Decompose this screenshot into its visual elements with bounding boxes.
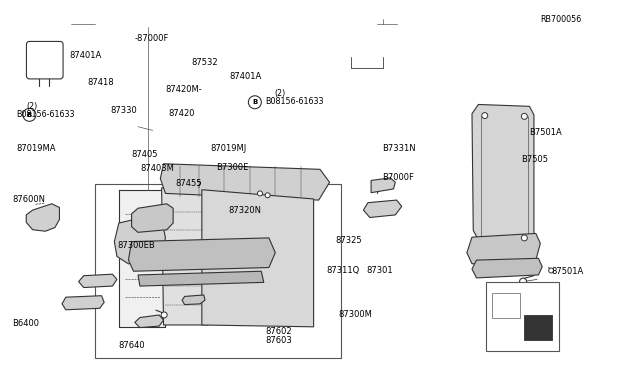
Text: 87405: 87405 (132, 150, 158, 159)
Polygon shape (62, 296, 104, 310)
Text: 87532: 87532 (191, 58, 218, 67)
Text: 87602: 87602 (266, 327, 292, 336)
Circle shape (520, 278, 527, 285)
Polygon shape (132, 204, 173, 232)
Text: 87501A: 87501A (551, 267, 584, 276)
Text: 87401A: 87401A (70, 51, 102, 60)
Polygon shape (467, 234, 540, 264)
Text: 87300EB: 87300EB (118, 241, 156, 250)
Bar (492, 294, 520, 318)
Text: 87506: 87506 (534, 319, 561, 328)
Text: 87019MA: 87019MA (17, 144, 56, 153)
Text: 87311Q: 87311Q (326, 266, 360, 275)
Text: 87401A: 87401A (229, 72, 262, 81)
Circle shape (248, 96, 261, 109)
Circle shape (522, 113, 527, 119)
Text: 87019MJ: 87019MJ (210, 144, 246, 153)
Text: 87325: 87325 (335, 236, 362, 246)
FancyBboxPatch shape (26, 41, 63, 79)
Text: 87640: 87640 (119, 341, 145, 350)
Text: B08156-61633: B08156-61633 (17, 110, 75, 119)
Circle shape (482, 113, 488, 119)
Text: B: B (252, 99, 257, 105)
Text: B6400: B6400 (12, 319, 39, 328)
Text: -87000F: -87000F (135, 34, 169, 43)
Text: B7000F: B7000F (383, 173, 415, 182)
Polygon shape (26, 204, 60, 231)
Text: B7505: B7505 (521, 155, 548, 164)
Circle shape (548, 268, 554, 273)
Text: 87330: 87330 (111, 106, 138, 115)
Circle shape (531, 320, 537, 326)
Text: 87603: 87603 (266, 336, 292, 346)
Polygon shape (138, 271, 264, 286)
Text: 87301: 87301 (366, 266, 392, 275)
Polygon shape (371, 178, 396, 193)
Polygon shape (364, 200, 402, 218)
Text: 87505+B: 87505+B (505, 282, 545, 291)
Circle shape (257, 191, 262, 196)
Text: 87455: 87455 (175, 179, 202, 188)
Circle shape (161, 312, 167, 318)
Text: B7501A: B7501A (529, 128, 562, 137)
Text: B: B (27, 112, 32, 118)
Text: 87418: 87418 (87, 78, 113, 87)
Polygon shape (472, 105, 534, 241)
Text: ?: ? (196, 181, 201, 190)
Bar (486, 282, 559, 351)
Polygon shape (115, 216, 166, 264)
Text: 87600N: 87600N (12, 195, 45, 204)
Polygon shape (182, 295, 205, 305)
Bar (95, 184, 341, 357)
Circle shape (23, 108, 36, 121)
Text: 87420M-: 87420M- (166, 85, 202, 94)
Polygon shape (135, 315, 164, 328)
Polygon shape (202, 190, 314, 327)
Circle shape (265, 193, 270, 198)
Text: (2): (2) (26, 102, 38, 111)
Text: B08156-61633: B08156-61633 (266, 97, 324, 106)
Text: 87320N: 87320N (228, 206, 261, 215)
Polygon shape (79, 274, 117, 288)
Text: 87420: 87420 (168, 109, 195, 118)
Text: 87403M: 87403M (140, 164, 174, 173)
Polygon shape (129, 238, 275, 271)
Text: 87300M: 87300M (338, 311, 372, 320)
Polygon shape (119, 190, 166, 327)
Polygon shape (472, 258, 542, 278)
Text: B7300E: B7300E (216, 163, 249, 172)
Text: RB700056: RB700056 (540, 16, 582, 25)
Circle shape (522, 235, 527, 241)
Polygon shape (161, 164, 330, 200)
Bar (524, 315, 552, 340)
Text: (2): (2) (274, 89, 285, 98)
Text: B7331N: B7331N (383, 144, 416, 153)
Polygon shape (162, 188, 208, 325)
